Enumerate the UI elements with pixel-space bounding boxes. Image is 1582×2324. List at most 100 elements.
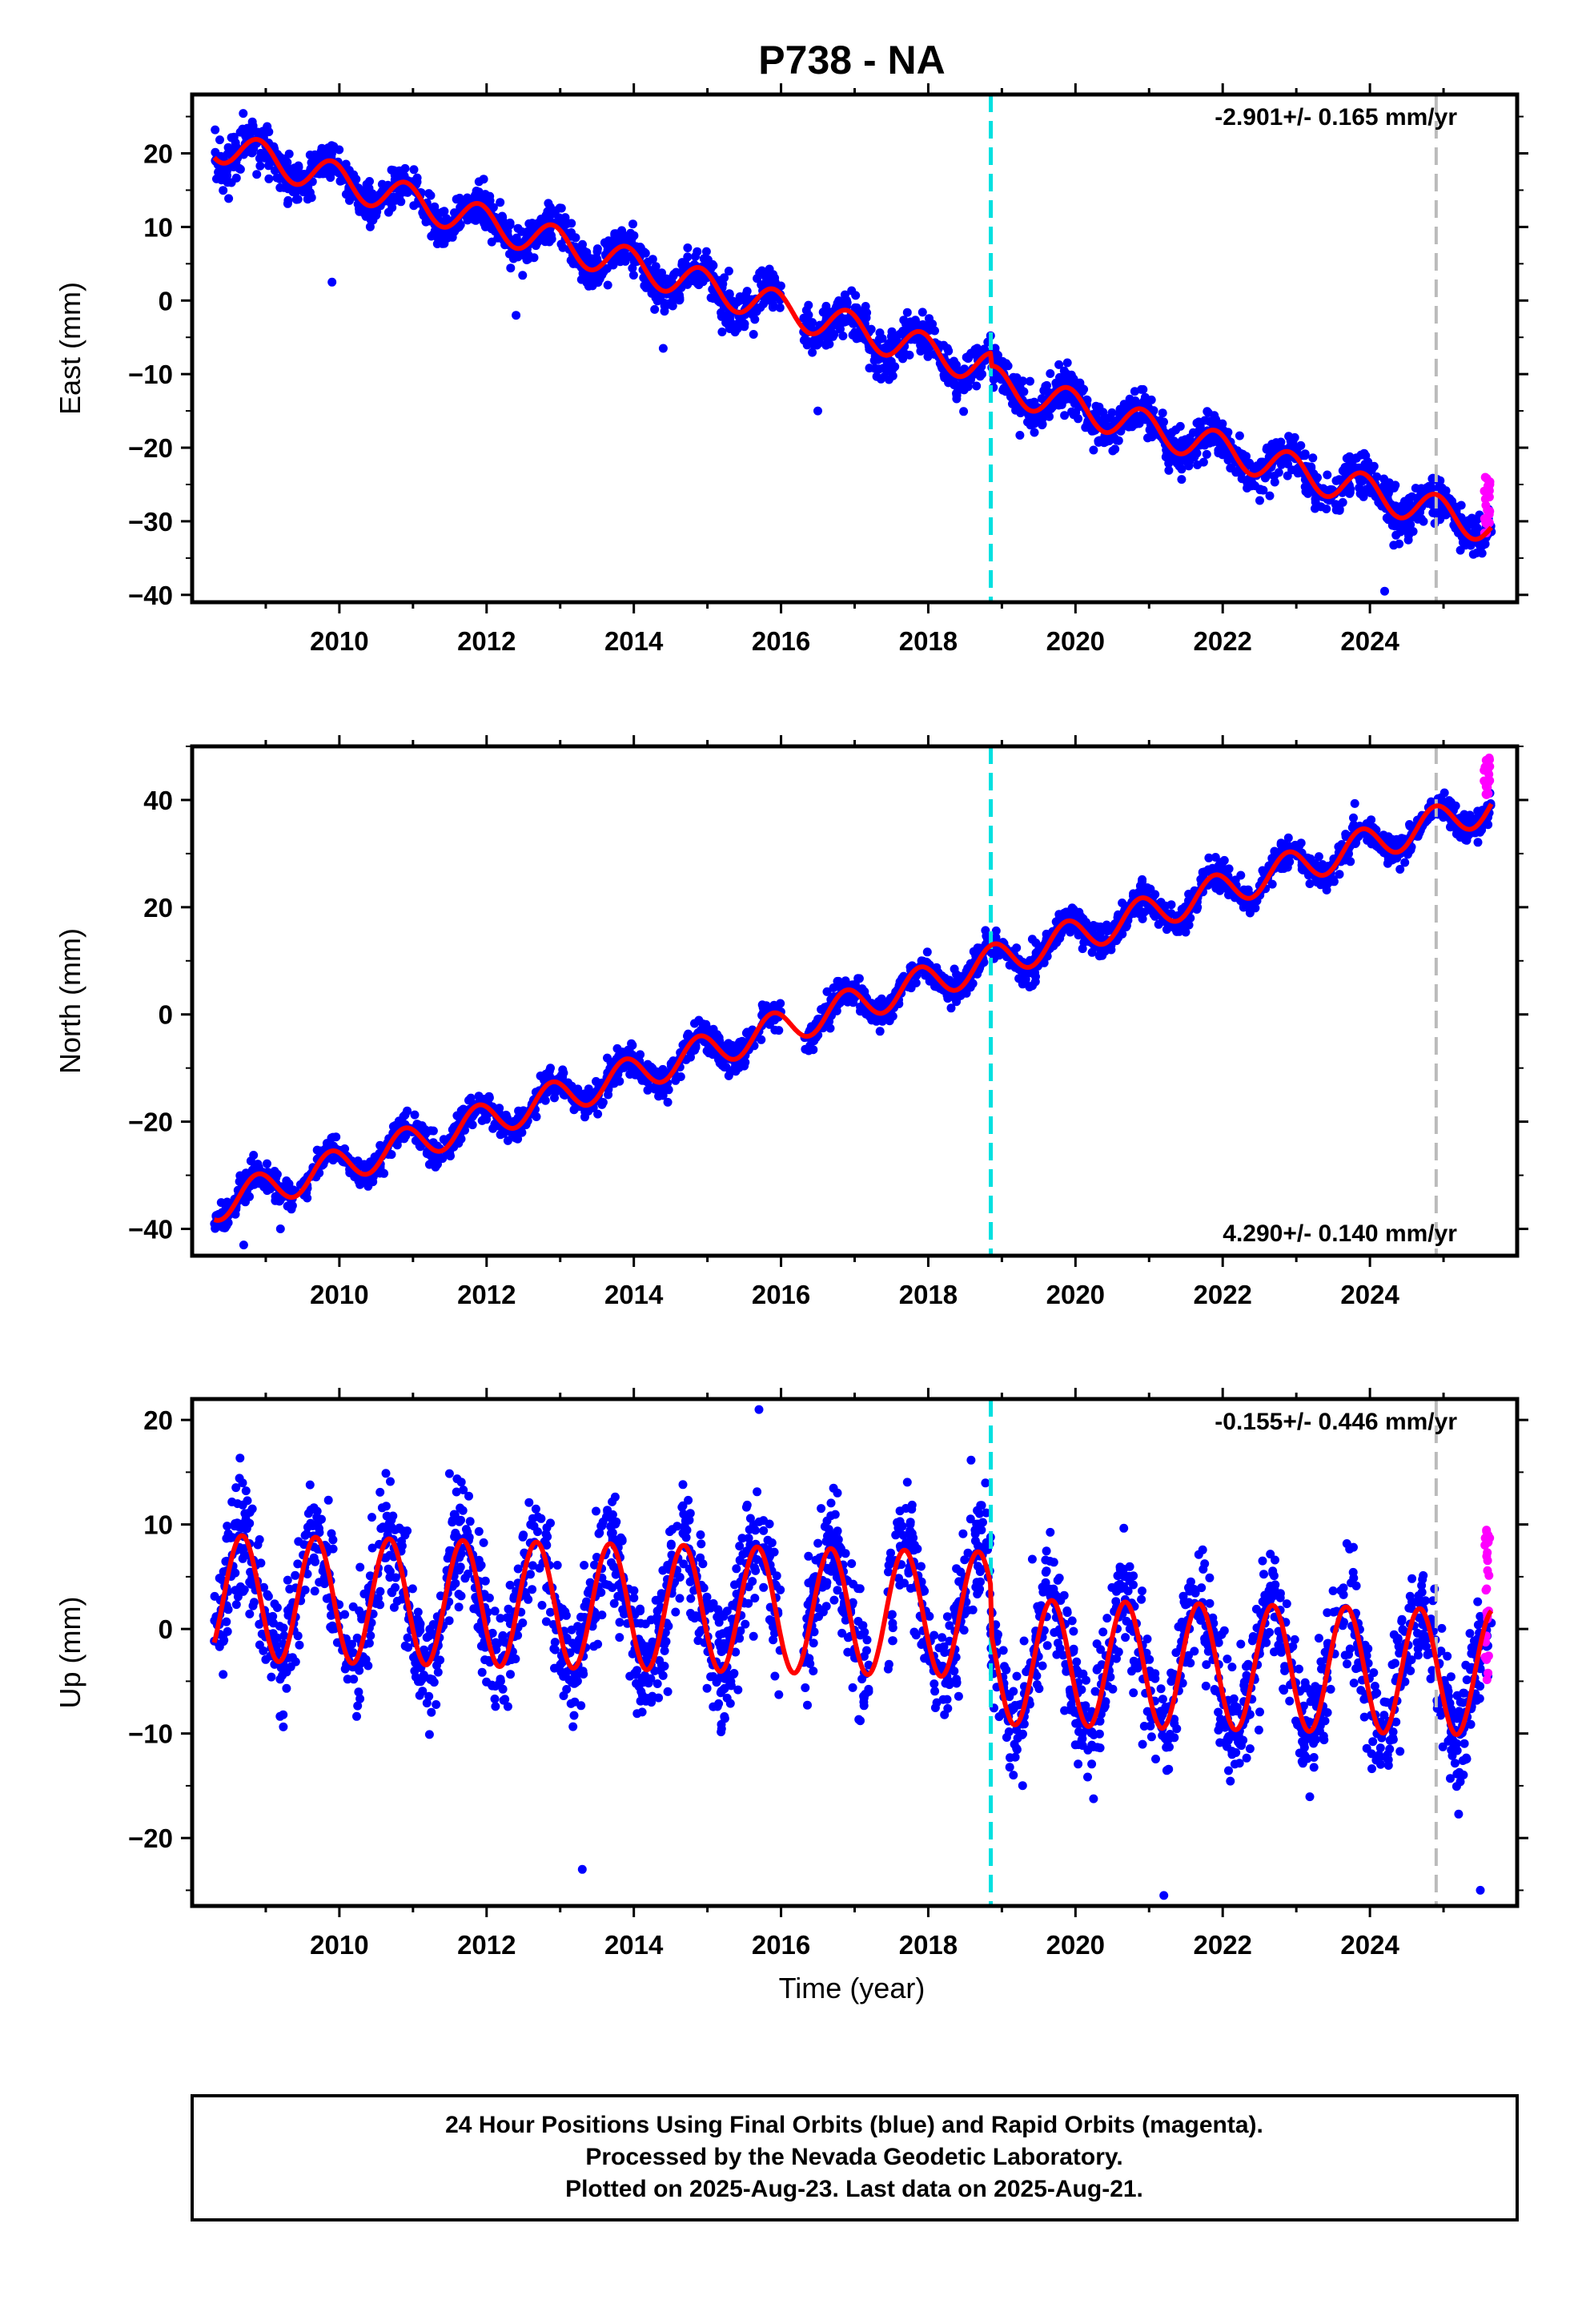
north-data-point: [388, 1122, 398, 1132]
north-data-point: [410, 1110, 420, 1120]
east-data-point: [321, 147, 330, 156]
east-data-point: [603, 241, 612, 251]
east-data-point: [887, 327, 897, 336]
east-data-point: [1276, 437, 1286, 447]
east-data-point: [239, 109, 248, 119]
north-data-point: [466, 1093, 476, 1103]
east-data-point: [1098, 408, 1108, 417]
east-data-point: [1331, 476, 1341, 485]
east-data-point: [1359, 487, 1369, 497]
east-x-tick-label: 2014: [604, 626, 664, 656]
east-data-point: [259, 127, 268, 137]
north-data-point: [603, 1053, 612, 1063]
east-data-point: [748, 310, 757, 320]
east-data-point: [732, 298, 741, 308]
east-data-point: [560, 217, 570, 227]
east-x-tick-label: 2010: [310, 626, 368, 656]
east-x-tick-label: 2020: [1046, 626, 1105, 656]
east-data-point: [1074, 414, 1083, 424]
north-data-point: [757, 1035, 766, 1044]
east-data-point: [544, 237, 554, 247]
east-data-point: [305, 151, 315, 159]
east-data-point: [847, 286, 857, 296]
north-data-point: [1138, 875, 1147, 884]
north-data-point: [875, 1027, 885, 1036]
north-data-point: [1215, 883, 1224, 892]
east-data-point: [1338, 497, 1347, 507]
east-data-point: [507, 249, 516, 259]
north-data-point: [822, 987, 832, 996]
east-data-point: [368, 211, 378, 219]
north-data-point: [717, 1060, 727, 1070]
north-data-point: [355, 1176, 364, 1186]
east-data-point: [1403, 535, 1413, 545]
east-data-point: [595, 274, 604, 283]
east-data-point: [618, 248, 628, 258]
east-data-point: [1200, 440, 1210, 449]
east-data-point: [245, 123, 255, 133]
east-data-point: [283, 195, 293, 205]
east-data-point: [1358, 476, 1367, 486]
east-data-point: [518, 271, 528, 280]
east-data-point: [717, 328, 727, 336]
east-data-point: [964, 352, 974, 361]
east-data-point: [836, 324, 845, 334]
east-data-point: [998, 385, 1008, 395]
east-data-point: [524, 255, 533, 263]
east-data-point: [873, 364, 882, 374]
east-data-point: [1467, 518, 1476, 528]
east-data-point: [972, 381, 982, 391]
east-data-point: [1308, 453, 1318, 463]
north-data-point: [431, 1162, 440, 1172]
east-y-axis-label: East (mm): [54, 282, 86, 415]
east-data-point: [487, 237, 496, 247]
east-data-point: [1472, 526, 1482, 536]
north-data-point: [1350, 798, 1359, 808]
north-data-point: [331, 1132, 341, 1142]
east-data-point: [252, 170, 262, 179]
east-data-point: [959, 407, 969, 416]
east-data-point: [1115, 404, 1125, 414]
east-data-point: [1300, 449, 1310, 459]
east-data-point: [724, 267, 733, 275]
east-data-point: [211, 147, 220, 157]
east-data-point: [636, 243, 645, 252]
east-data-point: [603, 280, 612, 290]
east-data-point: [1166, 429, 1176, 439]
east-data-point: [1181, 456, 1191, 465]
east-x-tick-label: 2018: [899, 626, 958, 656]
east-data-point: [973, 344, 982, 353]
east-data-point: [952, 388, 962, 398]
east-data-point: [1069, 374, 1078, 384]
east-data-point: [902, 308, 912, 317]
east-data-point: [763, 274, 773, 283]
figure-title: P738 - NA: [758, 38, 945, 82]
east-data-point: [829, 329, 839, 339]
east-data-point: [475, 190, 484, 199]
east-data-point: [650, 304, 660, 314]
east-data-point: [1164, 459, 1174, 468]
east-data-point: [1270, 472, 1279, 480]
east-data-point: [1472, 548, 1482, 557]
north-data-point: [1473, 838, 1483, 847]
east-rapid-point: [1484, 493, 1494, 502]
east-data-point: [804, 300, 813, 310]
east-data-point: [452, 195, 461, 204]
north-data-point: [328, 1156, 338, 1165]
east-data-point: [1015, 431, 1025, 440]
north-data-point: [1322, 885, 1331, 895]
east-data-point: [1202, 449, 1211, 459]
east-y-tick-label: 10: [143, 212, 173, 242]
east-data-point: [959, 385, 969, 395]
east-data-point: [1290, 432, 1299, 442]
east-data-point: [1107, 408, 1117, 417]
east-data-point: [1259, 485, 1268, 495]
east-data-point: [1131, 420, 1141, 428]
east-outlier-point: [1380, 586, 1389, 596]
east-data-point: [725, 312, 734, 321]
north-data-point: [849, 998, 858, 1007]
north-data-point: [428, 1126, 438, 1136]
east-data-point: [753, 274, 762, 283]
east-data-point: [275, 183, 285, 192]
east-data-point: [699, 254, 709, 263]
